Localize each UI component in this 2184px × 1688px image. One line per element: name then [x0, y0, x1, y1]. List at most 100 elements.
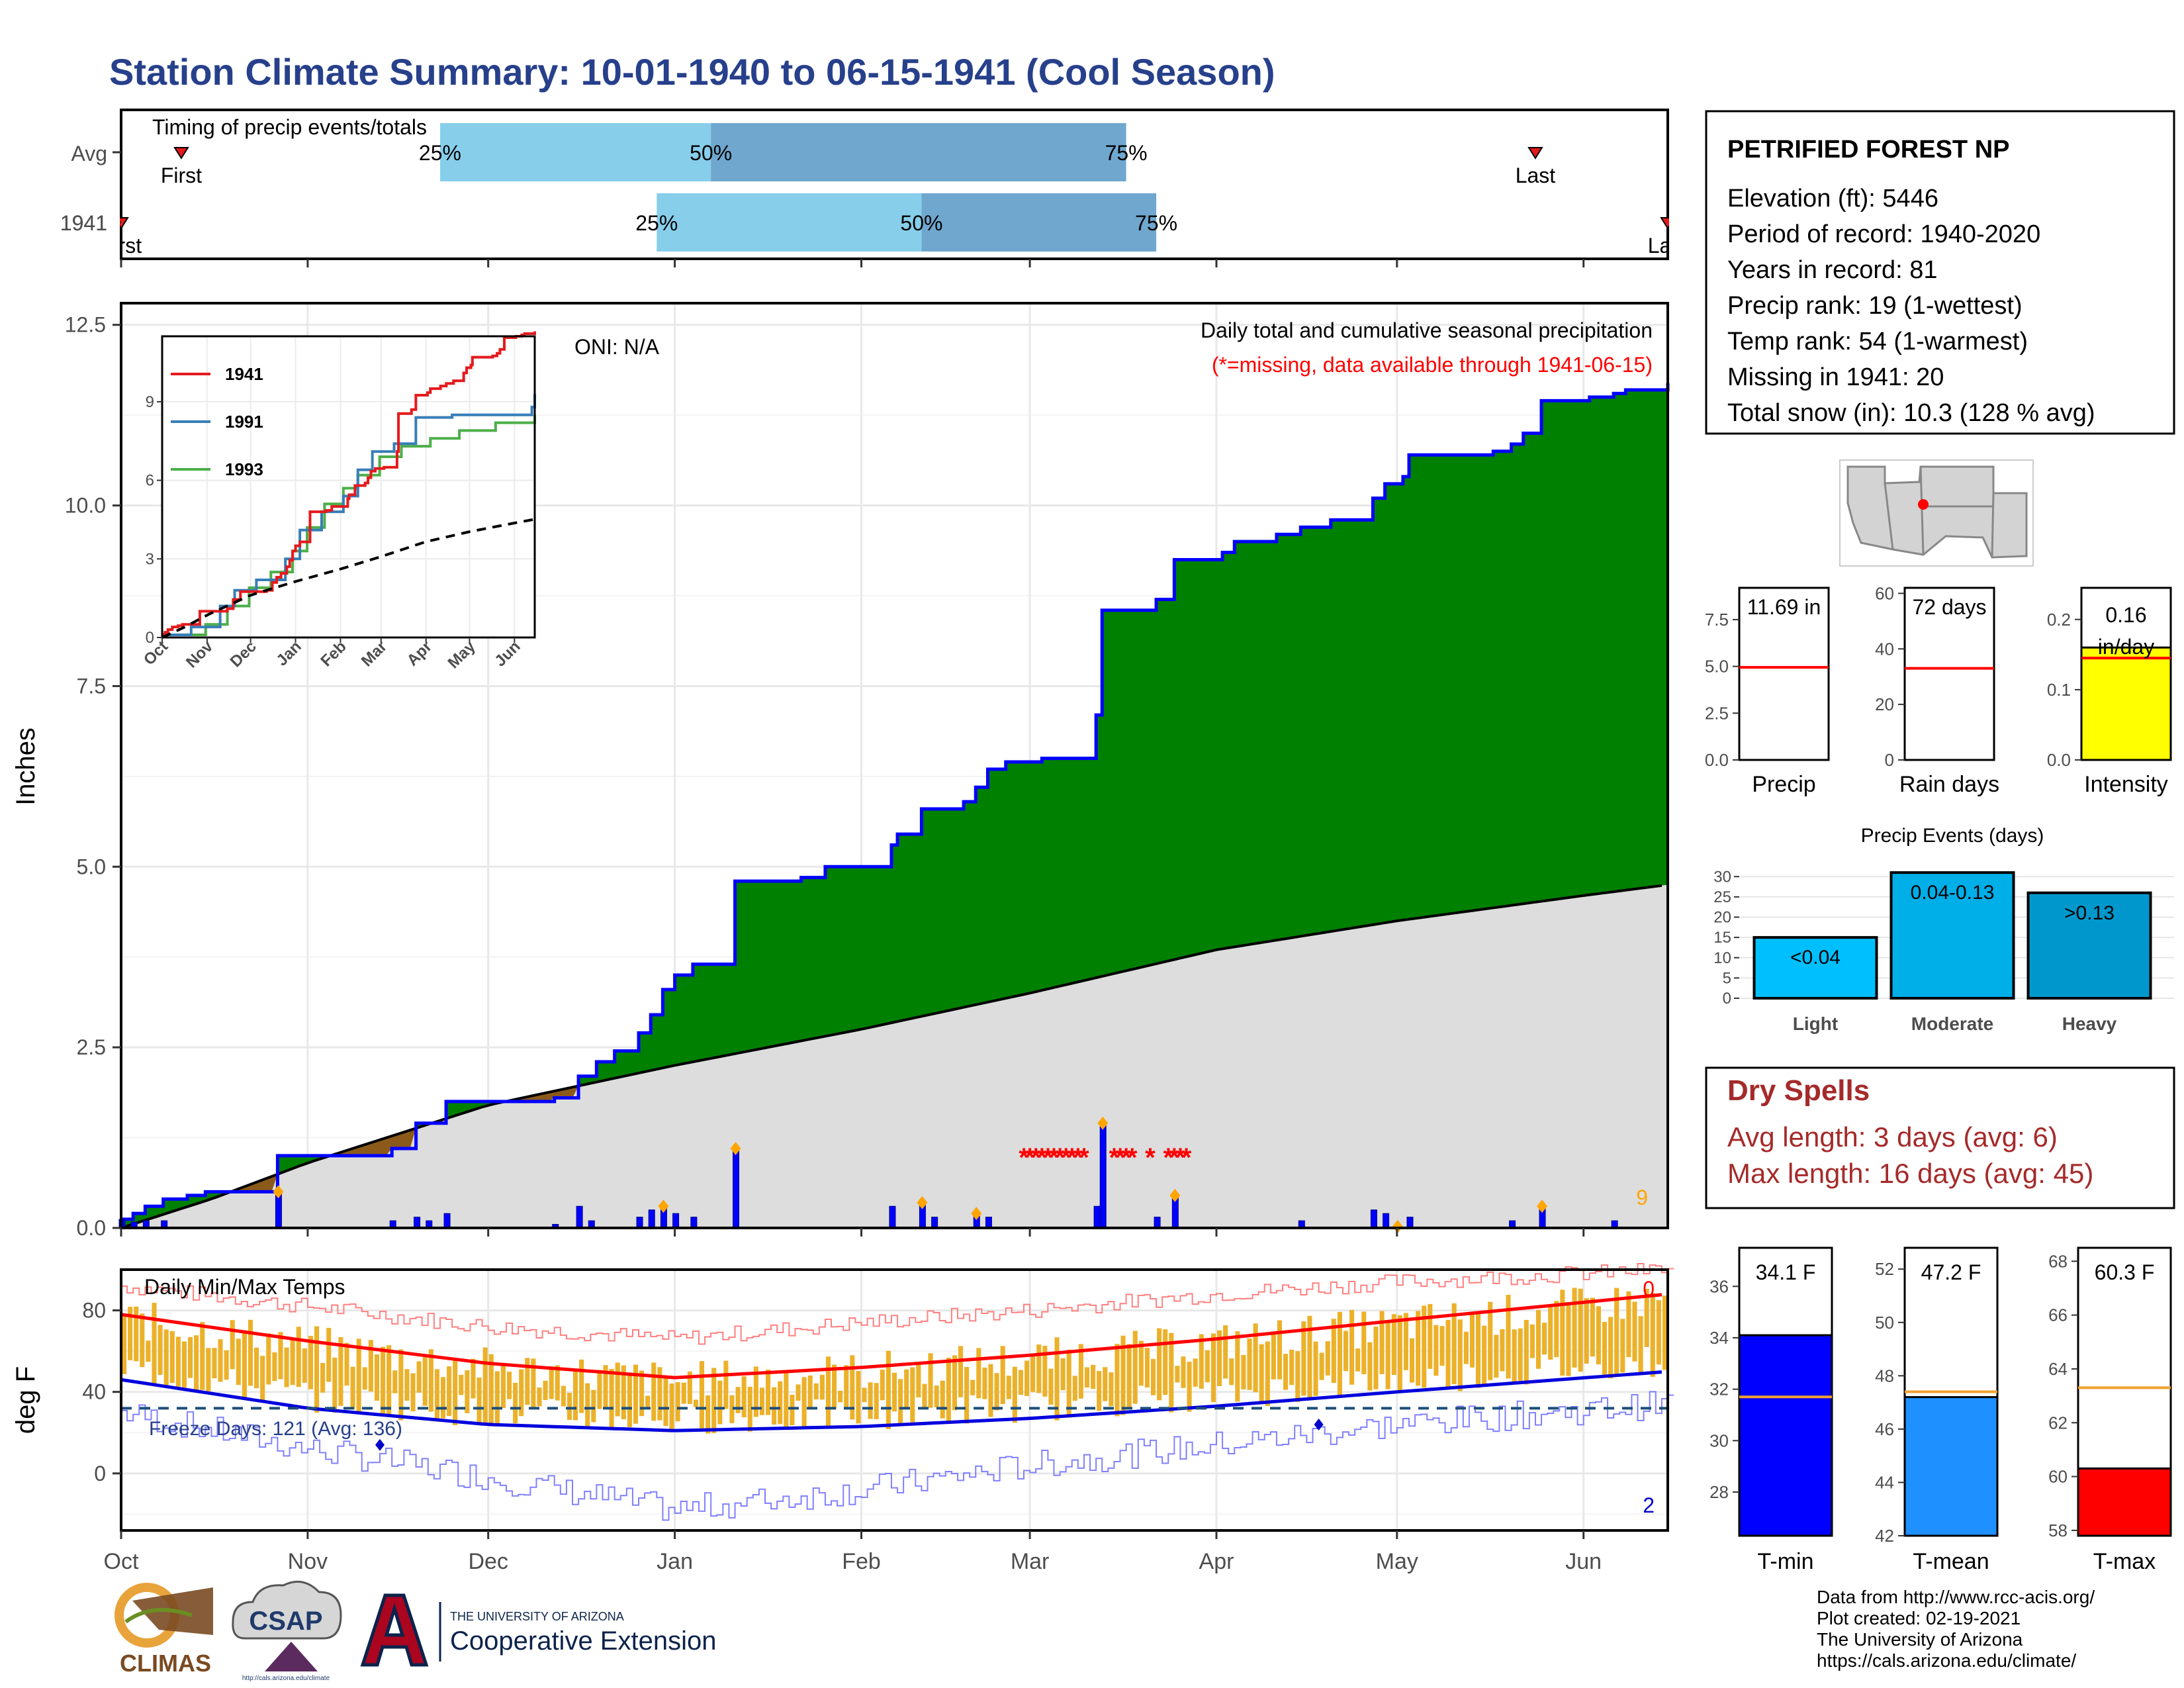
temp-daily-range-bar [284, 1347, 289, 1387]
temp-daily-range-bar [1048, 1368, 1054, 1405]
temp-daily-range-bar [657, 1367, 662, 1421]
climas-logo: CLIMAS [114, 1583, 213, 1677]
temp-daily-range-bar [254, 1347, 259, 1389]
temp-daily-range-bar [976, 1348, 981, 1399]
temp-daily-range-bar [506, 1372, 512, 1399]
mini-bar-intensity: 0.16 in/day 0.0 0.1 0.2 Intensity [2047, 586, 2172, 797]
mini-bar-tick-label: 40 [1875, 639, 1894, 659]
temp-daily-range-bar [477, 1377, 482, 1423]
temp-daily-range-bar [1650, 1293, 1655, 1377]
temp-daily-range-bar [723, 1360, 729, 1409]
temp-daily-range-bar [1433, 1325, 1439, 1376]
temp-daily-range-bar [796, 1384, 801, 1401]
map-states [1846, 465, 2028, 559]
temp-daily-range-bar [759, 1387, 764, 1415]
temp-daily-range-bar [1506, 1295, 1511, 1379]
temp-daily-range-bar [1301, 1321, 1306, 1396]
events-y-tick-label: 25 [1713, 888, 1731, 906]
temp-daily-range-bar [1614, 1288, 1619, 1376]
events-bar [2026, 891, 2152, 1000]
temp-daily-range-bar [410, 1373, 416, 1412]
station-detail-line: Temp rank: 54 (1-warmest) [1727, 328, 2028, 355]
temp-daily-range-bar [531, 1358, 536, 1408]
temp-daily-range-bar [1469, 1313, 1475, 1368]
temp-daily-range-bar [416, 1361, 422, 1393]
mini-bar-value-unit: in/day [2098, 635, 2154, 659]
temp-daily-range-bar [465, 1370, 470, 1413]
temp-daily-range-bar [801, 1377, 807, 1427]
temp-daily-range-bar [1210, 1333, 1216, 1403]
temp-daily-range-bar [621, 1365, 626, 1420]
events-bar [1889, 871, 2015, 1000]
temp-daily-range-bar [928, 1353, 933, 1408]
temp-daily-range-bar [988, 1364, 993, 1417]
temp-panel-label: Daily Min/Max Temps [144, 1275, 345, 1299]
temp-summary-tick-label: 64 [2048, 1359, 2068, 1379]
temp-daily-range-bar [573, 1370, 578, 1421]
temp-daily-range-bar [681, 1382, 686, 1404]
mini-bar-tick-label: 20 [1875, 694, 1894, 714]
temp-daily-range-bar [290, 1339, 295, 1385]
daily-precip-bar [931, 1217, 938, 1229]
temp-daily-range-bar [1042, 1345, 1048, 1397]
temp-daily-range-bar [1457, 1319, 1463, 1391]
precip-events-title: Precip Events (days) [1861, 825, 2044, 847]
extreme-event-marker [273, 1185, 284, 1199]
precip-y-tick-label: 7.5 [77, 674, 106, 698]
temp-daily-range-bar [675, 1382, 680, 1422]
missing-day-marker: * [1127, 1143, 1138, 1172]
freeze-days-label: Freeze Days: 121 (Avg: 136) [149, 1418, 402, 1440]
precip-frame [120, 302, 1669, 1229]
temp-summary-t-mean: 47.2 F 42 44 46 48 50 52 T-mean [1875, 1246, 1999, 1574]
temp-daily-range-bar [813, 1383, 819, 1400]
temp-daily-range-bar [784, 1371, 789, 1428]
temp-daily-range-bar [308, 1336, 313, 1389]
timing-bar-q25-q50 [439, 123, 711, 181]
temp-daily-range-bar [1560, 1289, 1565, 1376]
temp-daily-range-bar [1138, 1340, 1144, 1386]
mini-bar-label: Rain days [1899, 772, 1999, 797]
temp-daily-range-bar [940, 1380, 945, 1419]
temp-daily-range-bar [1590, 1297, 1595, 1357]
temp-count-bottom: 2 [1643, 1493, 1655, 1517]
temp-daily-range-bar [362, 1367, 367, 1390]
temp-daily-range-bar [175, 1336, 181, 1387]
station-detail-line: Elevation (ft): 5446 [1727, 185, 1938, 212]
temp-daily-range-bar [1241, 1354, 1246, 1389]
temp-daily-range-bar [398, 1349, 404, 1421]
temp-summary-tick-label: 62 [2048, 1413, 2068, 1432]
temp-daily-range-bar [1253, 1323, 1258, 1393]
temp-daily-range-bar [735, 1387, 741, 1413]
temp-daily-range-bar [1163, 1329, 1168, 1395]
temp-daily-range-bar [1397, 1315, 1402, 1393]
mini-bar-value [2080, 646, 2172, 761]
temp-daily-range-bar [615, 1362, 620, 1417]
daily-precip-bar [889, 1205, 896, 1229]
temp-daily-range-bar [525, 1358, 530, 1405]
events-category-label: Heavy [2062, 1013, 2117, 1034]
temp-daily-range-bar [958, 1346, 964, 1397]
season-summary-bars: 11.69 in 0.0 2.5 5.0 7.5 Precip 72 days 0 20 40 60… [1705, 583, 2172, 797]
temp-daily-range-bar [1602, 1321, 1608, 1378]
temp-daily-range-bar [1150, 1358, 1156, 1395]
missing-day-marker: * [1175, 1143, 1186, 1172]
temp-daily-range-bar [1132, 1331, 1138, 1404]
mini-bar-value-label: 0.16 [2105, 603, 2146, 627]
timing-row-1941-label: 1941 [60, 211, 107, 235]
temp-daily-range-bar [886, 1350, 891, 1430]
page-title: Station Climate Summary: 10-01-1940 to 0… [109, 51, 1275, 93]
events-y-tick-label: 5 [1723, 969, 1731, 987]
footer: Data from http://www.rcc-acis.org/ Plot … [1817, 1587, 2095, 1671]
temp-daily-range-bar [519, 1369, 524, 1417]
temp-daily-range-bar [1422, 1305, 1427, 1388]
events-y-tick-label: 20 [1713, 909, 1731, 927]
inset-legend-label: 1993 [225, 459, 263, 479]
temp-summary-t-max: 60.3 F 58 60 62 64 66 68 T-max [2048, 1246, 2172, 1574]
temp-daily-range-bar [1229, 1358, 1234, 1385]
temp-summary-label: T-mean [1913, 1549, 1989, 1574]
temp-daily-range-bar [212, 1348, 217, 1379]
daily-precip-bar [733, 1148, 740, 1229]
mini-bar-tick-label: 2.5 [1705, 703, 1729, 723]
record-low-marker [1314, 1418, 1324, 1430]
observed-deficit-area [235, 1086, 579, 1192]
